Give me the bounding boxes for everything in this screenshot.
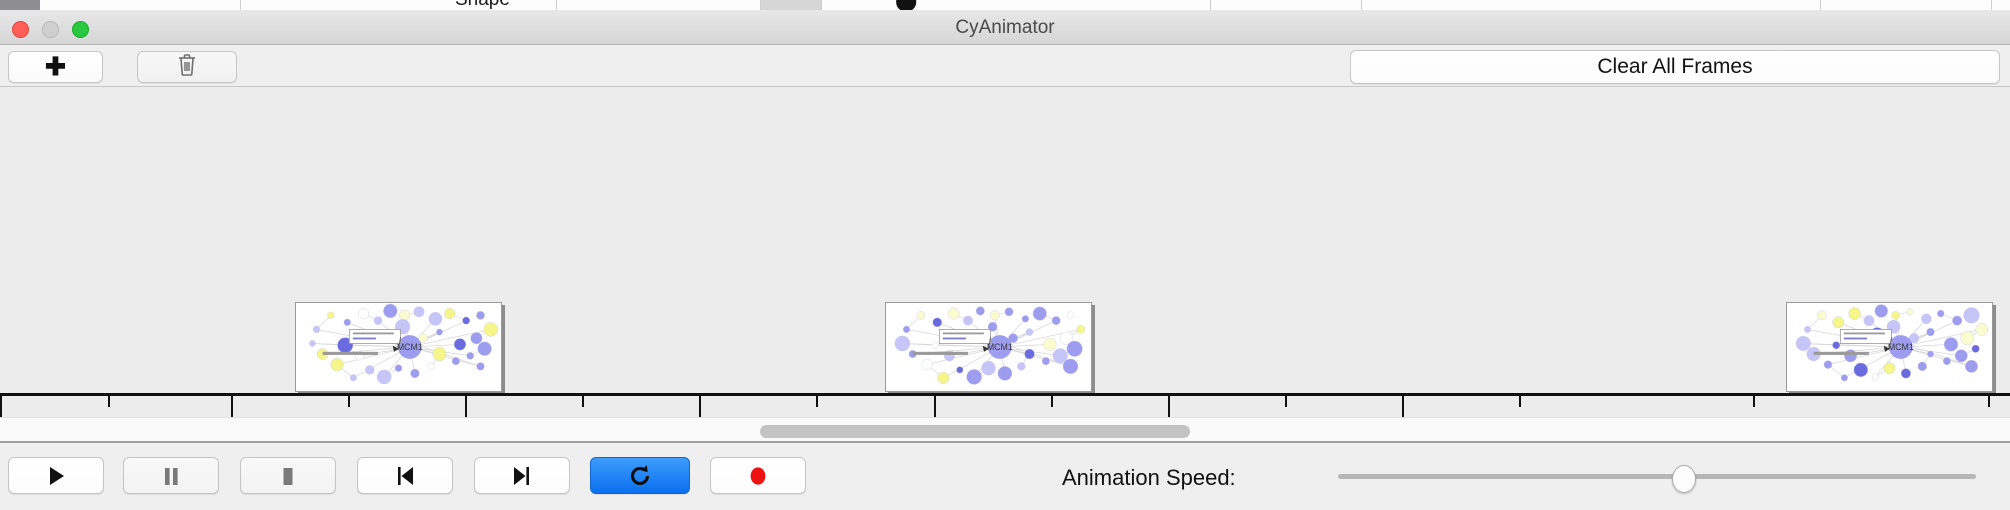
background-segment [760, 0, 822, 10]
delete-frame-button[interactable] [137, 51, 237, 83]
play-icon [43, 463, 69, 489]
background-app-strip: Shape ⬤ [0, 0, 2010, 10]
add-frame-button[interactable]: ✚ [8, 51, 103, 83]
record-button[interactable] [710, 457, 806, 494]
frame-thumbnail[interactable]: MCM1 [885, 302, 1092, 392]
plus-icon: ✚ [45, 52, 66, 81]
frame-thumbnail[interactable]: MCM1 [295, 302, 502, 392]
close-button[interactable] [12, 21, 29, 38]
axis-tick-minor [816, 396, 818, 407]
axis-tick-minor [1051, 396, 1053, 407]
axis-tick-minor [1519, 396, 1521, 407]
loop-icon [626, 462, 654, 490]
maximize-button[interactable] [72, 21, 89, 38]
pause-icon [158, 463, 184, 489]
title-bar: CyAnimator [0, 10, 2010, 45]
background-segment [1820, 0, 1992, 10]
toolbar: ✚ Clear All Frames [0, 45, 2010, 87]
animation-speed-slider-knob[interactable] [1671, 465, 1696, 493]
axis-tick-major [1402, 396, 1404, 417]
axis-tick-minor [348, 396, 350, 407]
background-app-label: Shape [455, 0, 510, 10]
record-icon [745, 463, 771, 489]
svg-text:MCM1: MCM1 [987, 342, 1013, 352]
animation-speed-slider[interactable] [1338, 474, 1976, 479]
axis-tick-minor [1988, 396, 1990, 407]
window-title: CyAnimator [955, 17, 1055, 38]
axis-tick-major [934, 396, 936, 417]
axis-tick-minor [108, 396, 110, 407]
minimize-button[interactable] [42, 21, 59, 38]
axis-tick-major [465, 396, 467, 417]
skip-end-button[interactable] [474, 457, 570, 494]
skip-start-button[interactable] [357, 457, 453, 494]
svg-text:MCM1: MCM1 [397, 342, 423, 352]
axis-tick-major [231, 396, 233, 417]
background-segment [1210, 0, 1362, 10]
background-dark-block [0, 0, 40, 10]
playback-control-bar: Animation Speed: [0, 443, 2010, 510]
timeline-axis [0, 393, 2010, 396]
axis-tick-major [1168, 396, 1170, 417]
skip-start-icon [392, 463, 418, 489]
loop-button[interactable] [590, 457, 690, 494]
stop-button[interactable] [240, 457, 336, 494]
frame-thumbnail[interactable]: MCM1 [1786, 302, 1993, 392]
trash-icon [177, 53, 197, 82]
axis-tick-minor [1285, 396, 1287, 407]
svg-text:MCM1: MCM1 [1888, 342, 1914, 352]
horizontal-scrollbar[interactable] [0, 417, 2010, 443]
pause-button[interactable] [123, 457, 219, 494]
axis-tick-minor [582, 396, 584, 407]
skip-end-icon [509, 463, 535, 489]
axis-tick-major [699, 396, 701, 417]
scrollbar-thumb[interactable] [760, 425, 1190, 438]
stop-icon [275, 463, 301, 489]
clear-all-frames-label: Clear All Frames [1597, 55, 1753, 78]
play-button[interactable] [8, 457, 104, 494]
axis-tick-minor [1753, 396, 1755, 407]
background-segment [240, 0, 557, 10]
animation-speed-label: Animation Speed: [1062, 465, 1236, 490]
axis-tick-major [0, 396, 2, 417]
clear-all-frames-button[interactable]: Clear All Frames [1350, 50, 2000, 84]
